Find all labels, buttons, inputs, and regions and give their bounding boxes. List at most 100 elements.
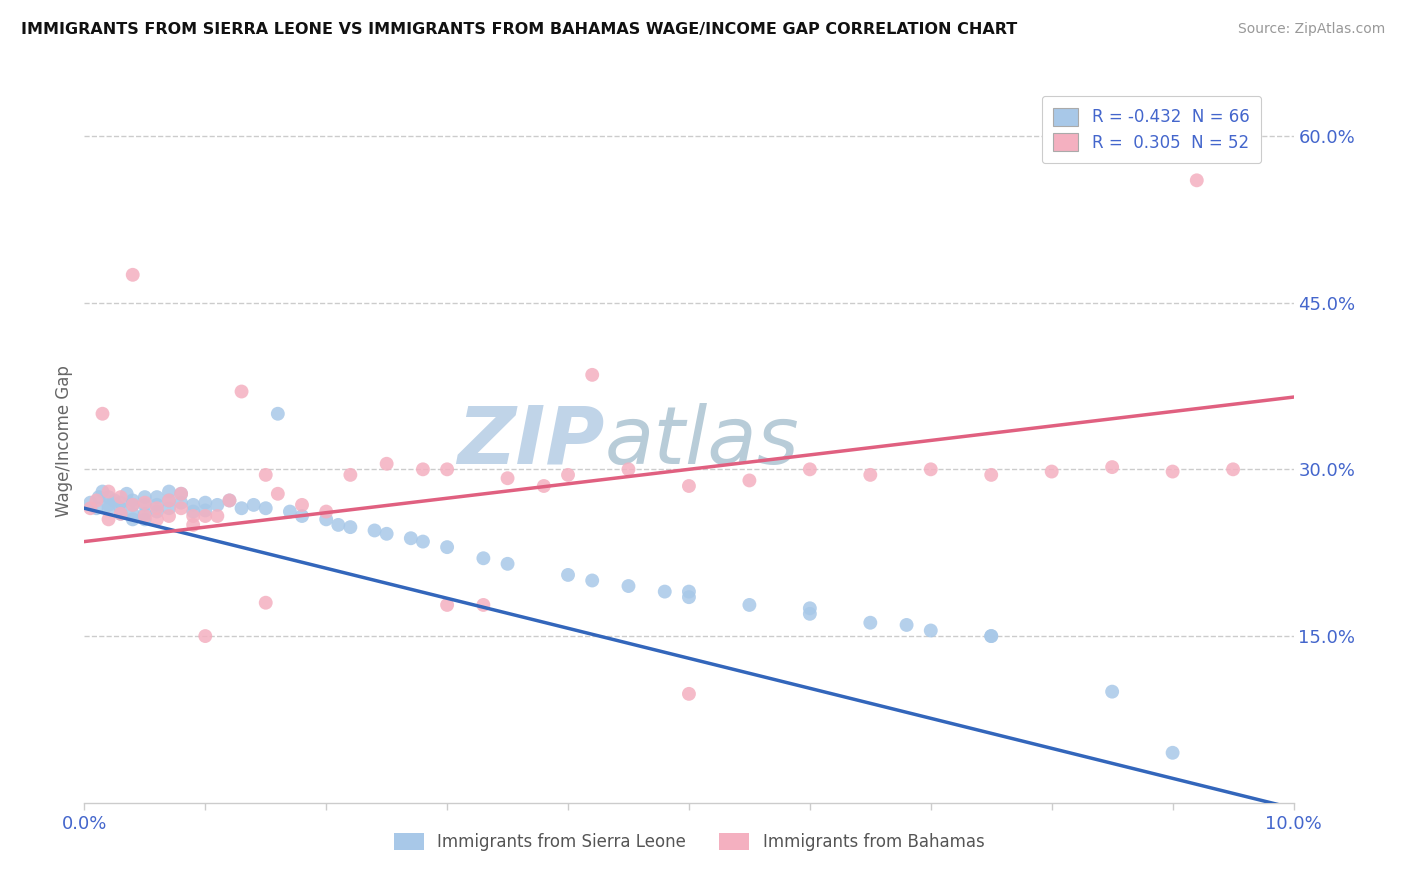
- Point: [315, 505, 337, 519]
- Point: [157, 493, 180, 508]
- Point: [157, 501, 180, 516]
- Point: [315, 512, 337, 526]
- Point: [104, 493, 127, 508]
- Point: [1185, 173, 1208, 187]
- Point: [799, 462, 821, 476]
- Point: [291, 498, 314, 512]
- Point: [134, 498, 156, 512]
- Point: [291, 508, 314, 523]
- Point: [328, 517, 350, 532]
- Point: [91, 407, 114, 421]
- Point: [1161, 465, 1184, 479]
- Point: [242, 498, 264, 512]
- Point: [254, 596, 277, 610]
- Point: [121, 498, 143, 512]
- Point: [412, 534, 434, 549]
- Point: [496, 471, 519, 485]
- Point: [496, 557, 519, 571]
- Point: [278, 505, 301, 519]
- Text: IMMIGRANTS FROM SIERRA LEONE VS IMMIGRANTS FROM BAHAMAS WAGE/INCOME GAP CORRELAT: IMMIGRANTS FROM SIERRA LEONE VS IMMIGRAN…: [21, 22, 1018, 37]
- Point: [472, 551, 495, 566]
- Text: ZIP: ZIP: [457, 402, 605, 481]
- Point: [194, 496, 217, 510]
- Point: [146, 505, 169, 519]
- Point: [121, 493, 143, 508]
- Point: [363, 524, 385, 538]
- Point: [181, 498, 204, 512]
- Point: [218, 493, 240, 508]
- Point: [134, 490, 156, 504]
- Point: [617, 579, 640, 593]
- Point: [115, 487, 138, 501]
- Point: [97, 501, 120, 516]
- Point: [896, 618, 918, 632]
- Point: [472, 598, 495, 612]
- Point: [436, 462, 458, 476]
- Point: [146, 512, 169, 526]
- Point: [412, 462, 434, 476]
- Point: [399, 531, 422, 545]
- Point: [436, 598, 458, 612]
- Point: [1101, 684, 1123, 698]
- Point: [170, 501, 193, 516]
- Point: [121, 268, 143, 282]
- Point: [617, 462, 640, 476]
- Point: [170, 496, 193, 510]
- Point: [110, 501, 132, 516]
- Point: [254, 501, 277, 516]
- Point: [581, 574, 603, 588]
- Point: [267, 487, 290, 501]
- Point: [79, 501, 101, 516]
- Point: [654, 584, 676, 599]
- Point: [533, 479, 555, 493]
- Point: [207, 508, 229, 523]
- Point: [121, 507, 143, 521]
- Point: [146, 501, 169, 516]
- Point: [678, 590, 700, 604]
- Point: [231, 384, 253, 399]
- Point: [980, 629, 1002, 643]
- Legend: Immigrants from Sierra Leone, Immigrants from Bahamas: Immigrants from Sierra Leone, Immigrants…: [385, 825, 993, 860]
- Point: [87, 490, 110, 504]
- Point: [110, 496, 132, 510]
- Point: [267, 407, 290, 421]
- Point: [1222, 462, 1244, 476]
- Point: [194, 503, 217, 517]
- Point: [181, 508, 204, 523]
- Point: [738, 474, 761, 488]
- Point: [254, 467, 277, 482]
- Point: [678, 687, 700, 701]
- Y-axis label: Wage/Income Gap: Wage/Income Gap: [55, 366, 73, 517]
- Point: [97, 484, 120, 499]
- Point: [859, 615, 882, 630]
- Point: [194, 629, 217, 643]
- Point: [121, 498, 143, 512]
- Point: [1161, 746, 1184, 760]
- Point: [157, 493, 180, 508]
- Text: atlas: atlas: [605, 402, 799, 481]
- Point: [557, 568, 579, 582]
- Point: [339, 520, 361, 534]
- Point: [1101, 460, 1123, 475]
- Point: [170, 487, 193, 501]
- Point: [97, 498, 120, 512]
- Point: [146, 490, 169, 504]
- Point: [231, 501, 253, 516]
- Point: [678, 584, 700, 599]
- Point: [375, 526, 398, 541]
- Point: [339, 467, 361, 482]
- Point: [157, 508, 180, 523]
- Point: [557, 467, 579, 482]
- Point: [110, 507, 132, 521]
- Point: [181, 517, 204, 532]
- Text: Source: ZipAtlas.com: Source: ZipAtlas.com: [1237, 22, 1385, 37]
- Point: [97, 512, 120, 526]
- Point: [86, 493, 108, 508]
- Point: [194, 508, 217, 523]
- Point: [97, 490, 120, 504]
- Point: [980, 629, 1002, 643]
- Point: [134, 512, 156, 526]
- Point: [134, 508, 156, 523]
- Point: [110, 490, 132, 504]
- Point: [1040, 465, 1063, 479]
